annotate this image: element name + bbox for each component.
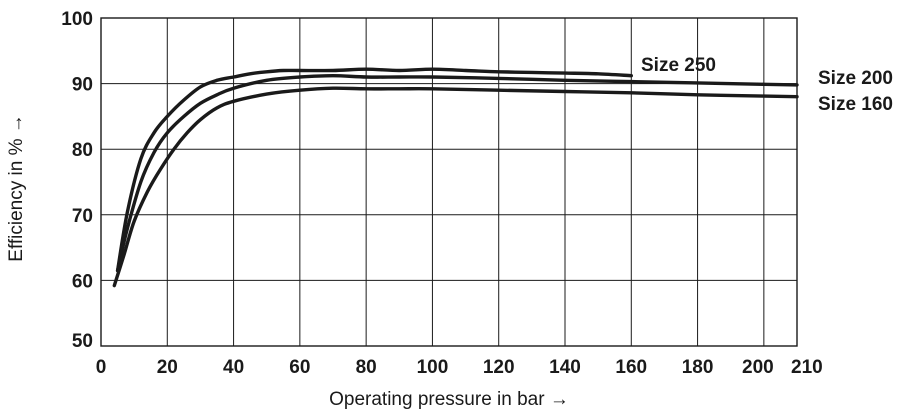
series-line-size-200 (115, 74, 799, 273)
x-tick-label: 20 (157, 357, 178, 378)
y-tick-label: 90 (72, 75, 93, 96)
series-line-size-160 (112, 86, 799, 288)
y-axis-title: Efficiency in % → (6, 114, 27, 261)
x-tick-label: 40 (223, 357, 244, 378)
x-tick-label: 0 (96, 357, 107, 378)
x-tick-label: 140 (549, 357, 581, 378)
y-tick-label: 60 (72, 271, 93, 292)
y-tick-label: 50 (72, 331, 93, 352)
x-tick-label: 100 (417, 357, 449, 378)
x-tick-label: 210 (791, 357, 823, 378)
x-tick-label: 60 (289, 357, 310, 378)
series-labels: Size 250 Size 200 Size 160 (641, 55, 893, 115)
tick-labels: 0 20 40 60 80 100 120 140 160 180 200 210 50 60 70 80 90… (61, 9, 822, 378)
series-label-size-250: Size 250 (641, 55, 716, 76)
plot-frame (100, 17, 798, 347)
y-tick-label: 80 (72, 140, 93, 161)
x-tick-label: 180 (682, 357, 714, 378)
y-tick-label: 70 (72, 206, 93, 227)
y-tick-label: 100 (61, 9, 93, 30)
x-tick-label: 120 (483, 357, 515, 378)
series-line-size-250 (115, 67, 633, 273)
x-tick-label: 160 (615, 357, 647, 378)
x-axis-title: Operating pressure in bar → (329, 389, 569, 410)
x-tick-label: 200 (742, 357, 774, 378)
series-lines (112, 67, 799, 288)
series-label-size-160: Size 160 (818, 94, 893, 115)
series-label-size-200: Size 200 (818, 68, 893, 89)
x-tick-label: 80 (356, 357, 377, 378)
